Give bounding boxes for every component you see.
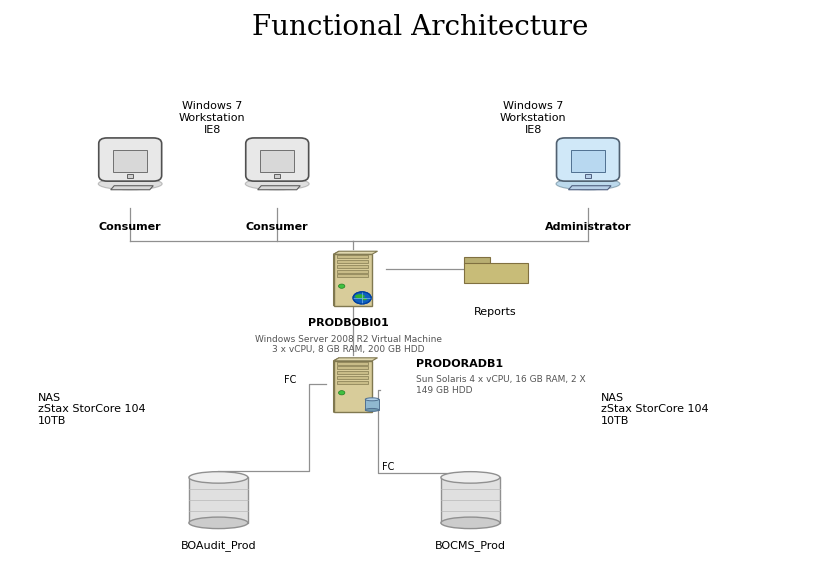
Bar — [333, 254, 372, 306]
Bar — [337, 371, 369, 374]
Bar — [260, 150, 294, 172]
Text: Administrator: Administrator — [544, 222, 632, 232]
Bar — [128, 174, 133, 178]
Bar — [337, 362, 369, 365]
Text: FC: FC — [382, 462, 395, 472]
Circle shape — [339, 390, 345, 395]
Bar — [337, 376, 369, 379]
Text: BOCMS_Prod: BOCMS_Prod — [435, 540, 506, 550]
Bar — [337, 265, 369, 268]
Bar — [464, 257, 491, 264]
Bar — [189, 477, 248, 523]
Bar — [337, 381, 369, 384]
Bar — [337, 366, 369, 370]
Circle shape — [353, 292, 371, 304]
Text: Windows 7
Workstation
IE8: Windows 7 Workstation IE8 — [179, 102, 245, 135]
Bar — [337, 255, 369, 258]
Circle shape — [339, 284, 345, 288]
Polygon shape — [333, 358, 339, 412]
Bar — [337, 274, 369, 278]
Polygon shape — [333, 251, 339, 306]
Bar — [365, 399, 379, 410]
Text: Consumer: Consumer — [246, 222, 308, 232]
Ellipse shape — [98, 178, 162, 190]
Ellipse shape — [556, 178, 620, 190]
Text: FC: FC — [284, 375, 297, 385]
Bar — [337, 269, 369, 273]
Bar — [333, 361, 372, 412]
Bar — [113, 150, 147, 172]
FancyBboxPatch shape — [557, 138, 619, 181]
Text: PRODBOBI01: PRODBOBI01 — [308, 318, 389, 328]
Ellipse shape — [354, 294, 365, 298]
Ellipse shape — [365, 408, 379, 411]
Text: Reports: Reports — [475, 307, 517, 318]
Text: Windows 7
Workstation
IE8: Windows 7 Workstation IE8 — [500, 102, 567, 135]
Polygon shape — [333, 251, 377, 254]
Ellipse shape — [362, 298, 367, 300]
Text: BOAudit_Prod: BOAudit_Prod — [181, 540, 256, 550]
Text: Functional Architecture: Functional Architecture — [252, 14, 588, 41]
Text: Sun Solaris 4 x vCPU, 16 GB RAM, 2 X
149 GB HDD: Sun Solaris 4 x vCPU, 16 GB RAM, 2 X 149… — [416, 375, 585, 395]
Bar — [585, 174, 591, 178]
Bar — [464, 263, 528, 283]
Text: Windows Server 2008 R2 Virtual Machine
3 x vCPU, 8 GB RAM, 200 GB HDD: Windows Server 2008 R2 Virtual Machine 3… — [255, 335, 442, 355]
Bar — [441, 477, 500, 523]
Ellipse shape — [245, 178, 309, 190]
Polygon shape — [258, 186, 300, 190]
Bar — [337, 260, 369, 263]
Text: Consumer: Consumer — [99, 222, 161, 232]
Text: PRODORADB1: PRODORADB1 — [416, 359, 503, 369]
Bar — [275, 174, 280, 178]
FancyBboxPatch shape — [246, 138, 308, 181]
Ellipse shape — [189, 472, 248, 483]
Ellipse shape — [365, 398, 379, 401]
Ellipse shape — [189, 517, 248, 528]
Ellipse shape — [441, 472, 500, 483]
Text: NAS
zStax StorCore 104
10TB: NAS zStax StorCore 104 10TB — [601, 393, 708, 426]
Bar — [571, 150, 605, 172]
Polygon shape — [569, 186, 611, 190]
Polygon shape — [333, 358, 377, 361]
Ellipse shape — [441, 517, 500, 528]
FancyBboxPatch shape — [99, 138, 161, 181]
Text: NAS
zStax StorCore 104
10TB: NAS zStax StorCore 104 10TB — [38, 393, 145, 426]
Polygon shape — [111, 186, 153, 190]
